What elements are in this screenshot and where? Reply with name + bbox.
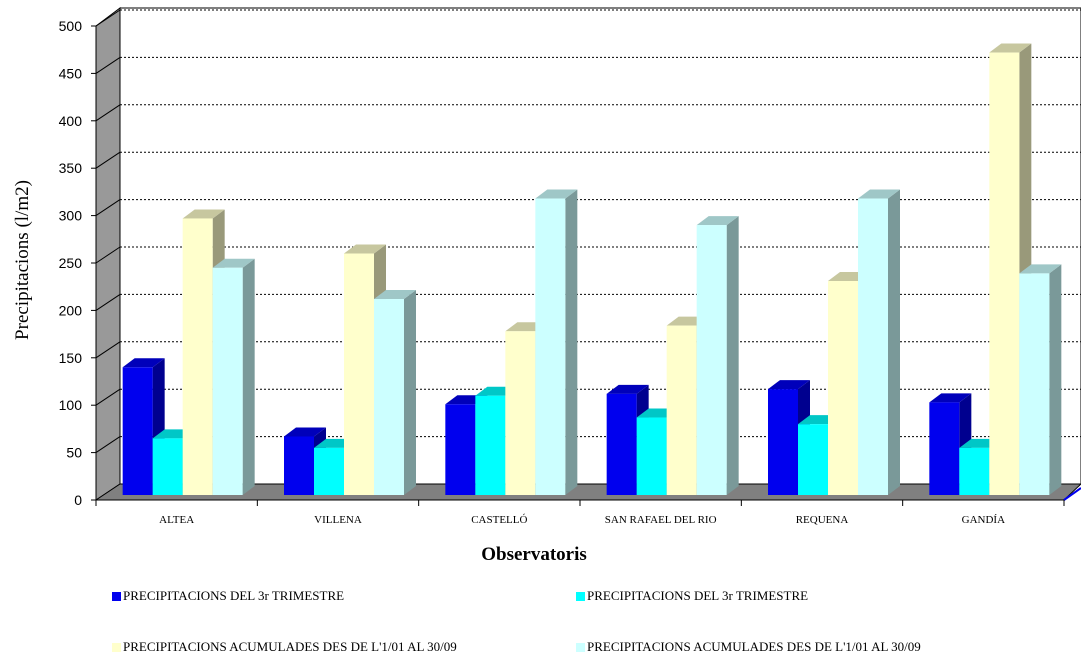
bar-front [606,393,637,495]
legend-label: PRECIPITACIONS ACUMULADES DES DE L'1/01 … [587,639,921,654]
bar-front [929,402,960,495]
x-axis-ticks: ALTEA VILLENA CASTELLÓ SAN RAFAEL DEL RIO RE… [95,500,1065,526]
y-tick-label: 400 [59,113,83,129]
x-axis-line-end [1063,487,1081,501]
legend-label: PRECIPITACIONS ACUMULADES DES DE L'1/01 … [123,639,457,654]
x-axis-title: Observatoris [481,544,587,565]
bar-top [182,209,225,219]
x-tick-label: REQUENA [796,514,849,526]
gridline-side [95,341,121,359]
bar-top [696,216,739,226]
gridline-side [95,56,121,74]
legend-item: PRECIPITACIONS ACUMULADES DES DE L'1/01 … [576,639,921,655]
x-tick-label: CASTELLÓ [471,514,527,526]
bar-front [828,281,858,495]
bar-top [1019,264,1062,274]
bar-front [445,404,476,495]
bar-front [374,299,404,495]
bar-front [182,218,213,495]
bars [122,43,1062,495]
legend-swatch [112,642,121,652]
bar-front [505,331,536,495]
bar [858,189,900,495]
legend-swatch [576,642,585,652]
legend-label: PRECIPITACIONS DEL 3r TRIMESTRE [123,588,345,603]
y-axis-ticks: 0 50 100 150 200 250 300 350 400 450 500 [59,18,96,508]
bar-side [726,216,739,495]
x-tick-label: GANDÍA [962,514,1005,526]
bar-front [314,447,344,495]
bar-side [1049,264,1062,495]
bar-front [696,225,727,495]
bar-top [374,290,416,300]
gridline-side [95,199,121,217]
legend-swatch [112,591,121,601]
y-tick-label: 0 [74,492,82,508]
bar-top [989,43,1032,53]
bar-side [242,258,255,495]
bar-top [122,358,165,368]
y-tick-label: 300 [59,208,83,224]
bar-top [212,258,255,268]
gridline-side [95,104,121,122]
x-tick-label: VILLENA [314,514,362,526]
bar [696,216,739,495]
bar-top [929,393,972,403]
gridline-side [95,246,121,264]
bar [212,258,255,495]
bar-top [768,380,810,390]
bar-top [284,427,326,437]
y-tick-label: 200 [59,302,83,318]
legend-label: PRECIPITACIONS DEL 3r TRIMESTRE [587,588,809,603]
bar-front [212,267,243,495]
y-axis-title: Precipitacions (l/m2) [12,180,33,340]
gridline-side [95,151,121,169]
bar-front [535,198,566,495]
bar-side [404,290,416,495]
bar-front [798,424,828,495]
y-tick-label: 100 [59,397,83,413]
bar-front [768,389,798,495]
bar-front [284,436,314,495]
bar-front [666,325,697,495]
bar-side [888,189,900,495]
legend-item: PRECIPITACIONS DEL 3r TRIMESTRE [576,588,808,604]
bar-front [152,438,183,495]
bar-top [344,244,386,254]
x-tick-label: ALTEA [159,514,194,526]
gridline-side [95,436,121,454]
bar-front [959,447,990,495]
gridlines [95,9,1081,454]
y-tick-label: 450 [59,65,83,81]
bar-top [535,189,578,199]
bar-front [858,198,888,495]
bar-top [606,384,649,394]
bar [1019,264,1062,495]
y-tick-label: 500 [59,18,83,34]
bar-front [989,52,1020,495]
bar-front [475,395,506,495]
y-tick-label: 150 [59,350,83,366]
y-tick-label: 250 [59,255,83,271]
legend-item: PRECIPITACIONS ACUMULADES DES DE L'1/01 … [112,639,457,655]
y-tick-label: 350 [59,160,83,176]
x-tick-label: SAN RAFAEL DEL RIO [605,514,717,526]
gridline-side [95,293,121,311]
bar-side [565,189,578,495]
gridline-side [95,388,121,406]
bar [535,189,578,495]
bar-front [344,253,374,495]
side-wall [95,7,121,501]
bar-front [122,367,153,495]
bar-front [1019,273,1050,495]
bar-front [636,417,667,495]
legend-swatch [576,591,585,601]
bar [374,290,416,495]
gridline-side [95,9,121,27]
bar-top [858,189,900,199]
y-tick-label: 50 [66,445,82,461]
legend-item: PRECIPITACIONS DEL 3r TRIMESTRE [112,588,344,604]
